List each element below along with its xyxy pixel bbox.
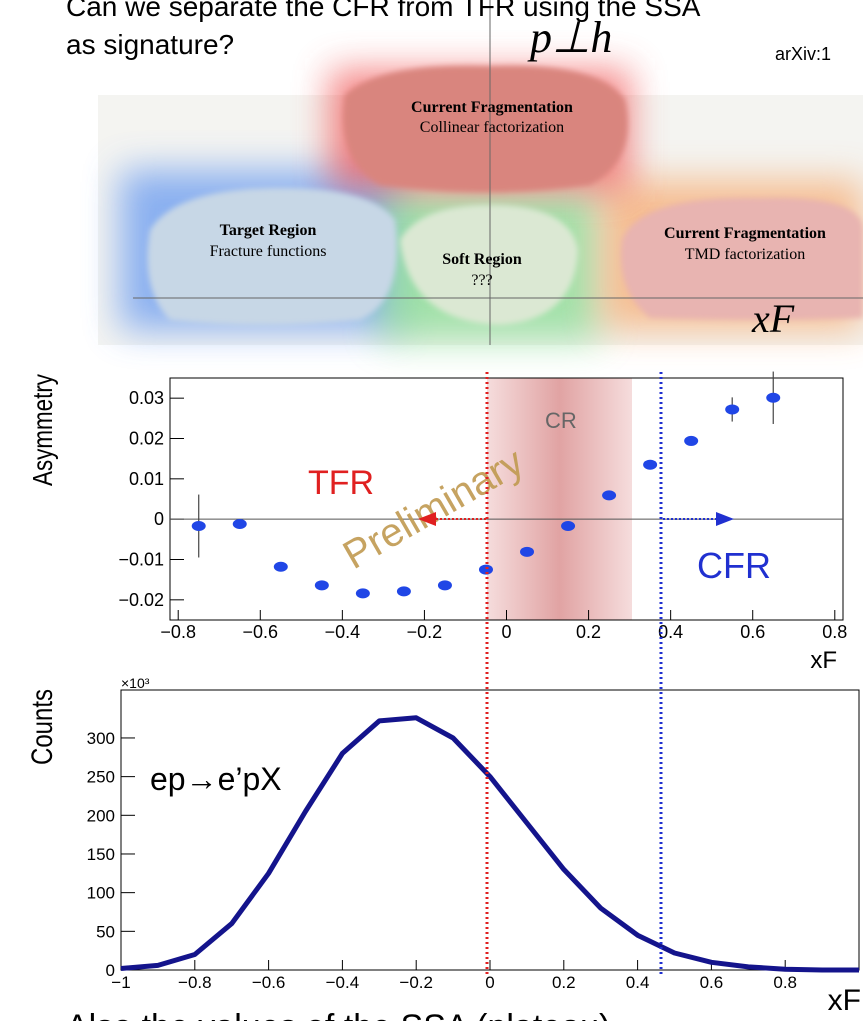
slide-title: Can we separate the CFR from TFR using t… [66,0,701,22]
x-tick-label: 0 [501,622,511,642]
region-subtitle: TMD factorization [685,246,805,263]
data-point [191,521,206,532]
x-tick-label: 0 [485,973,494,992]
y-tick-label: 250 [87,768,115,787]
y-multiplier: ×10³ [121,675,150,691]
y-axis-label: Asymmetry [28,374,59,486]
y-tick-label: 200 [87,806,115,825]
x-tick-label: −0.6 [243,622,279,642]
x-tick-label: −0.8 [160,622,196,642]
x-axis-label: xF [828,984,861,1017]
y-tick-label: 0.01 [129,469,164,489]
annotation: CFR [697,545,771,586]
y-tick-label: 0 [154,509,164,529]
data-point [273,561,288,572]
region-title: Current Fragmentation [664,225,826,242]
data-point [478,564,493,575]
annotation: CR [545,408,577,433]
region-subtitle: Fracture functions [210,243,327,260]
y-tick-label: 300 [87,729,115,748]
y-tick-label: −0.01 [118,550,164,570]
y-tick-label: 150 [87,845,115,864]
x-tick-label: −0.4 [326,973,360,992]
plot-frame [120,689,860,971]
y-tick-label: 0.02 [129,429,164,449]
x-tick-label: −0.8 [178,973,212,992]
region-title: Current Fragmentation [411,99,573,116]
axis-label: xF [751,296,795,341]
data-line [120,715,859,973]
data-point [643,459,658,470]
reference: arXiv:1 [775,44,831,64]
diagram-background [98,0,863,345]
x-tick-label: 0.2 [576,622,601,642]
data-point [232,519,247,530]
y-tick-label: −0.02 [118,590,164,610]
x-tick-label: 0.4 [626,973,650,992]
x-axis-label: xF [810,647,837,674]
x-tick-label: −1 [111,973,130,992]
data-point [602,490,617,501]
y-tick-label: 100 [87,884,115,903]
region-subtitle: Collinear factorization [420,119,564,136]
x-tick-label: 0.8 [773,973,797,992]
x-tick-label: −0.6 [252,973,286,992]
arrowhead [716,512,734,526]
annotation: TFR [308,464,374,502]
x-tick-label: 0.6 [740,622,765,642]
x-tick-label: −0.4 [325,622,361,642]
x-tick-label: −0.2 [399,973,433,992]
region-title: Soft Region [442,251,522,268]
slide-title: as signature? [66,29,234,60]
axis-label: p⊥h [527,13,612,62]
y-axis-label: Counts [24,689,58,765]
data-point [725,404,740,415]
data-point [437,580,452,591]
bottom-text: Also the values of the SSA (plateau) [66,1008,610,1021]
arrowhead [418,512,436,526]
y-tick-label: 0 [106,961,115,980]
data-point [396,586,411,597]
annotation: ep→e’pX [150,761,282,797]
region-subtitle: ??? [471,272,492,289]
x-tick-label: 0.8 [822,622,847,642]
y-tick-label: 0.03 [129,388,164,408]
x-tick-label: 0.6 [700,973,724,992]
data-point [355,588,370,599]
x-tick-label: 0.2 [552,973,576,992]
x-tick-label: 0.4 [658,622,683,642]
data-point [520,546,535,557]
data-point [766,392,781,403]
region-title: Target Region [220,222,317,239]
x-tick-label: −0.2 [407,622,443,642]
data-point [561,521,576,532]
data-point [314,580,329,591]
data-point [684,435,699,446]
y-tick-label: 50 [96,922,115,941]
